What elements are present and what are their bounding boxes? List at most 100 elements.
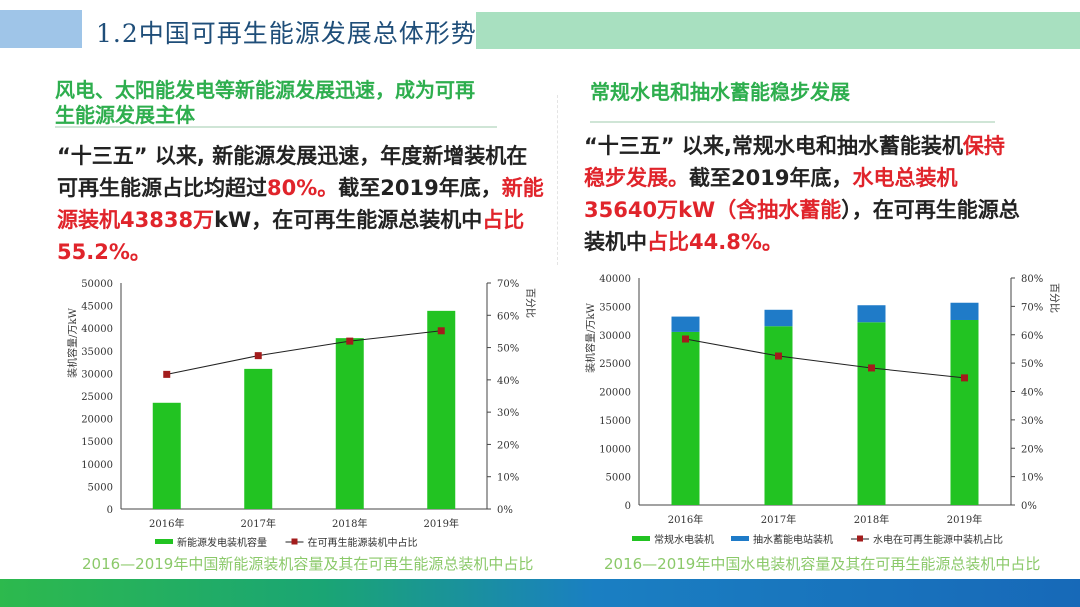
header-band: [476, 12, 1080, 49]
y2-tick-label: 10%: [1021, 473, 1043, 484]
y-tick-label: 35000: [599, 302, 631, 313]
y-tick-label: 40000: [599, 274, 631, 285]
header-accent-block: [0, 10, 82, 48]
divider: [590, 121, 995, 123]
x-tick-label: 2017年: [761, 513, 796, 526]
legend-marker: [291, 538, 298, 545]
y2-tick-label: 60%: [497, 311, 519, 322]
y-tick-label: 5000: [606, 473, 631, 484]
y2-tick-label: 20%: [1021, 444, 1043, 455]
bar: [950, 302, 979, 320]
line-marker: [163, 370, 171, 378]
highlight: 44.8%。: [689, 230, 783, 254]
line-series: [685, 338, 965, 379]
y-tick-label: 30000: [81, 369, 113, 380]
left-subtitle-line2: 生能源发展主体: [55, 103, 195, 127]
x-tick-label: 2018年: [854, 513, 889, 526]
line-marker: [437, 327, 445, 335]
highlight: kW（: [678, 198, 737, 222]
y2-axis-label: 百分比: [524, 288, 536, 318]
hydro-chart: 0 5000 10000 15000 20000 25000 30000 35000 40000…: [584, 274, 1060, 546]
y-tick-label: 20000: [599, 388, 631, 399]
new-energy-chart: 0 5000 10000 15000 20000 25000 30000 35000 40000…: [66, 279, 536, 549]
bar: [950, 319, 979, 505]
divider: [55, 126, 497, 128]
right-subtitle: 常规水电和抽水蓄能稳步发展: [590, 80, 850, 104]
x-tick-label: 2019年: [424, 517, 459, 530]
y2-tick-label: 40%: [497, 376, 519, 387]
y2-tick-label: 70%: [497, 279, 519, 290]
x-tick-label: 2017年: [241, 517, 276, 530]
bar: [857, 322, 886, 505]
y-tick-label: 30000: [599, 331, 631, 342]
y-tick-label: 50000: [81, 279, 113, 290]
y-axis-label: 装机容量/万kW: [584, 302, 597, 372]
y2-tick-label: 0%: [1021, 501, 1037, 512]
y-tick-label: 0: [107, 505, 113, 516]
bar: [671, 331, 700, 505]
y-tick-label: 5000: [88, 482, 113, 493]
y2-tick-label: 30%: [497, 408, 519, 419]
y2-tick-label: 30%: [1021, 416, 1043, 427]
highlight: 占比: [482, 208, 525, 232]
legend-label: 抽水蓄能电站装机: [753, 533, 833, 546]
highlight: 55.2%。: [57, 240, 151, 264]
highlight: 步发展。: [605, 166, 689, 190]
y2-axis-label: 百分比: [1048, 283, 1060, 313]
text: 截至2019年底，: [689, 166, 853, 190]
y-tick-label: 10000: [81, 460, 113, 471]
right-chart-caption: 2016—2019年中国水电装机容量及其在可再生能源总装机中占比: [604, 555, 1041, 573]
legend-swatch: [731, 536, 749, 541]
y2-tick-label: 0%: [497, 505, 513, 516]
left-chart-caption: 2016—2019年中国新能源装机容量及其在可再生能源总装机中占比: [82, 555, 534, 573]
y-tick-label: 45000: [81, 302, 113, 313]
text: “十三五” 以来, 新能源发展迅速，年度新增装机在: [57, 144, 528, 168]
left-subtitle-line1: 风电、太阳能发电等新能源发展迅速，成为可再: [55, 78, 475, 102]
y2-tick-label: 50%: [497, 344, 519, 355]
line-marker: [682, 335, 689, 343]
footer-band: [0, 579, 1080, 607]
column-divider: [557, 95, 558, 265]
bar: [764, 309, 793, 327]
legend-label: 在可再生能源装机中占比: [308, 536, 418, 549]
bar: [671, 316, 700, 332]
y-tick-label: 15000: [599, 416, 631, 427]
line-marker: [346, 337, 354, 345]
text: ），在可再生能源总装机中: [584, 198, 1020, 254]
right-paragraph: “十三五” 以来,常规水电和抽水蓄能装机保持稳步发展。截至2019年底，水电总装…: [584, 130, 1024, 258]
highlight: 含抽水蓄能: [736, 198, 842, 222]
y-tick-label: 25000: [81, 392, 113, 403]
legend-label: 新能源发电装机容量: [177, 536, 267, 549]
y-tick-label: 0: [625, 501, 631, 512]
text: “十三五” 以来,常规水电和抽水蓄能装机: [584, 134, 963, 158]
x-tick-label: 2016年: [149, 517, 184, 530]
line-marker: [775, 352, 782, 360]
bar: [427, 310, 456, 509]
y2-tick-label: 20%: [497, 440, 519, 451]
highlight: 35640万: [584, 198, 679, 222]
y-tick-label: 10000: [599, 444, 631, 455]
highlight: 源装机43838万: [57, 208, 215, 232]
y-tick-label: 20000: [81, 415, 113, 426]
left-paragraph: “十三五” 以来, 新能源发展迅速，年度新增装机在可再生能源占比均超过80%。截…: [57, 140, 547, 268]
legend-swatch: [155, 539, 173, 544]
highlight: 80%。: [267, 176, 339, 200]
line-marker: [868, 364, 875, 372]
y-tick-label: 40000: [81, 324, 113, 335]
x-tick-label: 2016年: [668, 513, 703, 526]
bar: [857, 305, 886, 323]
bar: [335, 338, 364, 509]
y2-tick-label: 40%: [1021, 388, 1043, 399]
text: kW，在可再生能源总装机中: [214, 208, 483, 232]
y2-tick-label: 50%: [1021, 359, 1043, 370]
highlight: 新能: [501, 176, 544, 200]
text: 截至2019年底，: [338, 176, 502, 200]
y-tick-label: 35000: [81, 347, 113, 358]
y2-tick-label: 10%: [497, 473, 519, 484]
legend-swatch: [632, 536, 650, 541]
text: 可再生能源占比均超过: [57, 176, 267, 200]
bar: [244, 368, 273, 509]
bar: [152, 402, 181, 509]
highlight: 保持稳: [584, 134, 1005, 190]
y2-tick-label: 80%: [1021, 274, 1043, 285]
